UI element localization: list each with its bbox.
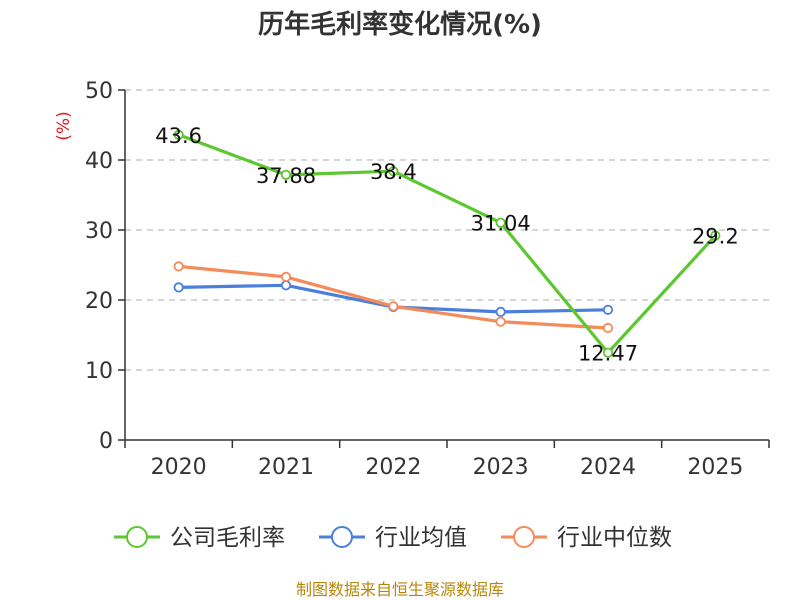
legend-item-company-gross-margin[interactable]: 公司毛利率 bbox=[114, 525, 285, 551]
x-tick-label-2022: 2022 bbox=[365, 455, 421, 480]
legend[interactable]: 公司毛利率 行业均值 行业中位数 bbox=[114, 525, 672, 551]
y-axis-unit-label: (%) bbox=[54, 111, 74, 140]
data-point-2024[interactable] bbox=[602, 304, 614, 315]
legend-marker bbox=[126, 526, 148, 548]
x-tick-label-2025: 2025 bbox=[687, 455, 743, 480]
data-point-2024[interactable] bbox=[602, 347, 614, 358]
data-label-2022: 38.4 bbox=[370, 160, 417, 184]
axes: 0 10 20 30 40 50 2020 2021 2022 2023 2024 2025 bbox=[85, 79, 770, 480]
y-tick-label: 30 bbox=[85, 219, 113, 244]
data-point-2021[interactable] bbox=[280, 169, 292, 180]
data-point-2023[interactable] bbox=[495, 316, 506, 327]
data-point-2021[interactable] bbox=[280, 280, 292, 291]
y-tick-label: 40 bbox=[85, 149, 113, 174]
data-point-2020[interactable] bbox=[173, 261, 184, 272]
chart-title: 历年毛利率变化情况(%) bbox=[258, 9, 542, 40]
legend-label: 公司毛利率 bbox=[170, 525, 285, 551]
x-tick-label-2021: 2021 bbox=[258, 455, 314, 480]
data-point-2020[interactable] bbox=[173, 129, 184, 140]
data-label-2020: 43.6 bbox=[155, 124, 202, 148]
data-label-2021: 37.88 bbox=[256, 164, 316, 188]
data-label-2023: 31.04 bbox=[471, 212, 531, 236]
x-tick-label-2020: 2020 bbox=[151, 455, 207, 480]
legend-item-industry-median[interactable]: 行业中位数 bbox=[501, 525, 672, 551]
y-tick-label: 20 bbox=[85, 289, 113, 314]
series-company-gross-margin bbox=[173, 129, 721, 358]
x-tick-label-2023: 2023 bbox=[473, 455, 529, 480]
data-point-2022[interactable] bbox=[388, 166, 399, 177]
data-label-2024: 12.47 bbox=[578, 342, 638, 366]
data-point-2023[interactable] bbox=[495, 217, 506, 228]
data-labels: 43.6 37.88 38.4 31.04 12.47 29.2 bbox=[155, 124, 738, 366]
source-note: 制图数据来自恒生聚源数据库 bbox=[296, 580, 504, 599]
series-industry-median bbox=[173, 261, 614, 334]
legend-marker bbox=[331, 526, 353, 548]
legend-item-industry-mean[interactable]: 行业均值 bbox=[319, 525, 467, 551]
legend-label: 行业中位数 bbox=[557, 525, 672, 551]
y-tick-label: 10 bbox=[85, 359, 113, 384]
y-tick-label: 0 bbox=[99, 429, 113, 454]
data-point-2025[interactable] bbox=[710, 230, 721, 241]
data-point-2024[interactable] bbox=[602, 322, 614, 334]
data-point-2021[interactable] bbox=[280, 271, 292, 282]
gridlines bbox=[125, 89, 769, 371]
series-line bbox=[177, 133, 717, 355]
y-tick-label: 50 bbox=[85, 79, 113, 104]
data-label-2025: 29.2 bbox=[692, 225, 739, 249]
data-point-2023[interactable] bbox=[495, 306, 506, 317]
data-point-2022[interactable] bbox=[388, 301, 399, 312]
legend-label: 行业均值 bbox=[375, 525, 467, 551]
legend-marker bbox=[513, 526, 535, 548]
data-point-2020[interactable] bbox=[173, 282, 184, 293]
x-tick-label-2024: 2024 bbox=[580, 455, 636, 480]
series-layer bbox=[173, 129, 721, 358]
